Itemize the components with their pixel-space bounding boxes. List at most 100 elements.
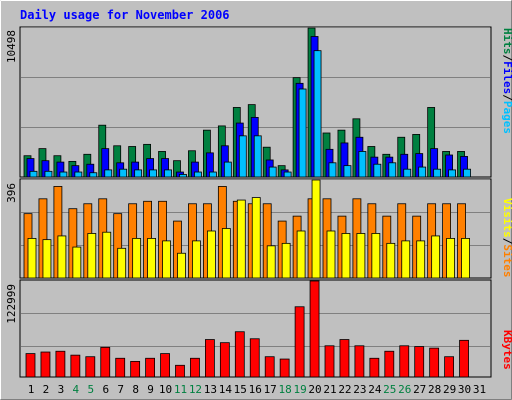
- bar-kbytes-day-10: [160, 353, 170, 378]
- bar-visits-day-11: [177, 252, 186, 279]
- x-tick-label-23: 23: [353, 383, 366, 396]
- x-tick-label-24: 24: [368, 383, 382, 396]
- x-tick-label-17: 17: [264, 383, 277, 396]
- bar-pages-day-1: [29, 170, 38, 178]
- bar-pages-day-10: [164, 169, 172, 178]
- x-tick-label-7: 7: [117, 383, 124, 396]
- bar-visits-day-6: [102, 231, 112, 279]
- bar-visits-day-25: [386, 242, 396, 279]
- bar-kbytes-day-12: [190, 357, 200, 378]
- x-tick-label-14: 14: [219, 383, 233, 396]
- x-tick-label-6: 6: [102, 383, 109, 396]
- bar-visits-day-23: [356, 233, 366, 279]
- x-tick-label-10: 10: [159, 383, 172, 396]
- x-tick-label-29: 29: [443, 383, 456, 396]
- bar-visits-day-8: [132, 238, 142, 279]
- legend-label-hits: Hits: [501, 28, 512, 55]
- bar-kbytes-day-22: [339, 339, 350, 378]
- bar-pages-day-11: [179, 174, 187, 178]
- x-tick-label-30: 30: [458, 383, 471, 396]
- bar-pages-day-26: [403, 168, 412, 178]
- bar-visits-day-15: [236, 199, 246, 279]
- bar-kbytes-day-29: [444, 356, 455, 378]
- x-tick-label-27: 27: [413, 383, 426, 396]
- ytick-max-hits: 10498: [5, 30, 18, 63]
- legend-sites-panel: Visits/Sites: [501, 198, 512, 278]
- bar-visits-day-20: [311, 179, 321, 279]
- bar-visits-day-24: [371, 233, 381, 279]
- bar-visits-day-9: [147, 238, 157, 279]
- legend-label-kbytes: KBytes: [501, 330, 512, 370]
- bar-pages-day-6: [104, 169, 113, 178]
- bar-visits-day-16: [251, 197, 261, 279]
- bar-visits-day-5: [87, 233, 97, 279]
- ytick-max-sites: 396: [5, 183, 18, 203]
- bar-kbytes-day-21: [324, 345, 335, 378]
- chart-title: Daily usage for November 2006: [20, 8, 230, 22]
- ytick-max-kbytes: 122999: [5, 284, 18, 324]
- bar-kbytes-day-9: [145, 357, 156, 378]
- x-tick-label-25: 25: [383, 383, 396, 396]
- bar-pages-day-4: [74, 171, 83, 178]
- bar-pages-day-7: [119, 168, 128, 178]
- x-tick-label-3: 3: [58, 383, 65, 396]
- bar-pages-day-3: [59, 171, 68, 178]
- bar-visits-day-22: [341, 233, 351, 279]
- bar-pages-day-17: [268, 166, 277, 178]
- x-tick-label-4: 4: [73, 383, 80, 396]
- x-axis-labels: 1 2 3 4 5 6 7 8 9 10 11 12 13 14 15 16 17 18 19 20 21 22 23 24 2…: [28, 383, 486, 396]
- bar-pages-day-9: [149, 169, 158, 178]
- x-tick-label-31: 31: [473, 383, 486, 396]
- bar-visits-day-29: [446, 238, 456, 279]
- x-tick-label-18: 18: [279, 383, 292, 396]
- bar-pages-day-20: [313, 50, 322, 178]
- x-tick-label-2: 2: [43, 383, 50, 396]
- bar-visits-day-19: [296, 230, 306, 279]
- bar-kbytes-day-28: [429, 347, 440, 378]
- legend-kbytes-panel: KBytes: [501, 330, 512, 370]
- bar-pages-day-12: [194, 171, 202, 178]
- bars: [23, 27, 471, 378]
- legend-label-files: Files: [501, 61, 512, 94]
- bar-kbytes-day-16: [249, 338, 260, 378]
- bar-kbytes-day-6: [100, 346, 111, 378]
- bar-kbytes-day-5: [85, 356, 96, 378]
- bar-pages-day-13: [208, 171, 217, 178]
- legend-label-pages: Pages: [501, 101, 512, 134]
- bar-visits-day-12: [192, 240, 201, 279]
- x-tick-label-28: 28: [428, 383, 441, 396]
- x-tick-label-19: 19: [293, 383, 306, 396]
- bar-pages-day-14: [223, 161, 232, 178]
- bar-pages-day-21: [328, 162, 337, 178]
- bar-kbytes-day-15: [234, 331, 245, 378]
- bar-pages-day-23: [358, 151, 367, 178]
- bar-pages-day-29: [448, 169, 457, 178]
- x-tick-label-8: 8: [132, 383, 139, 396]
- bar-visits-day-21: [326, 230, 336, 279]
- x-tick-label-21: 21: [323, 383, 336, 396]
- bar-pages-day-19: [298, 88, 307, 178]
- bar-visits-day-17: [266, 245, 276, 279]
- bar-pages-day-8: [134, 169, 143, 178]
- bar-kbytes-day-24: [369, 357, 380, 378]
- bar-visits-day-7: [117, 247, 127, 279]
- bar-visits-day-18: [281, 242, 291, 279]
- bar-kbytes-day-2: [40, 351, 51, 378]
- bar-pages-day-18: [283, 171, 292, 178]
- bar-visits-day-28: [431, 235, 441, 279]
- legend-label-sites: Sites: [501, 244, 512, 277]
- bar-pages-day-15: [238, 135, 247, 178]
- bar-kbytes-day-14: [219, 342, 230, 378]
- bar-visits-day-10: [162, 240, 171, 279]
- bar-visits-day-14: [221, 228, 231, 279]
- x-tick-label-1: 1: [28, 383, 35, 396]
- x-tick-label-13: 13: [204, 383, 217, 396]
- x-tick-label-20: 20: [308, 383, 321, 396]
- bar-kbytes-day-18: [279, 358, 290, 378]
- bar-kbytes-day-25: [384, 350, 395, 378]
- bar-visits-day-4: [72, 246, 82, 279]
- bar-pages-day-24: [373, 163, 382, 178]
- legend-label-visits: Visits: [501, 198, 512, 238]
- legend-hits-panel: Hits/Files/Pages: [501, 28, 512, 134]
